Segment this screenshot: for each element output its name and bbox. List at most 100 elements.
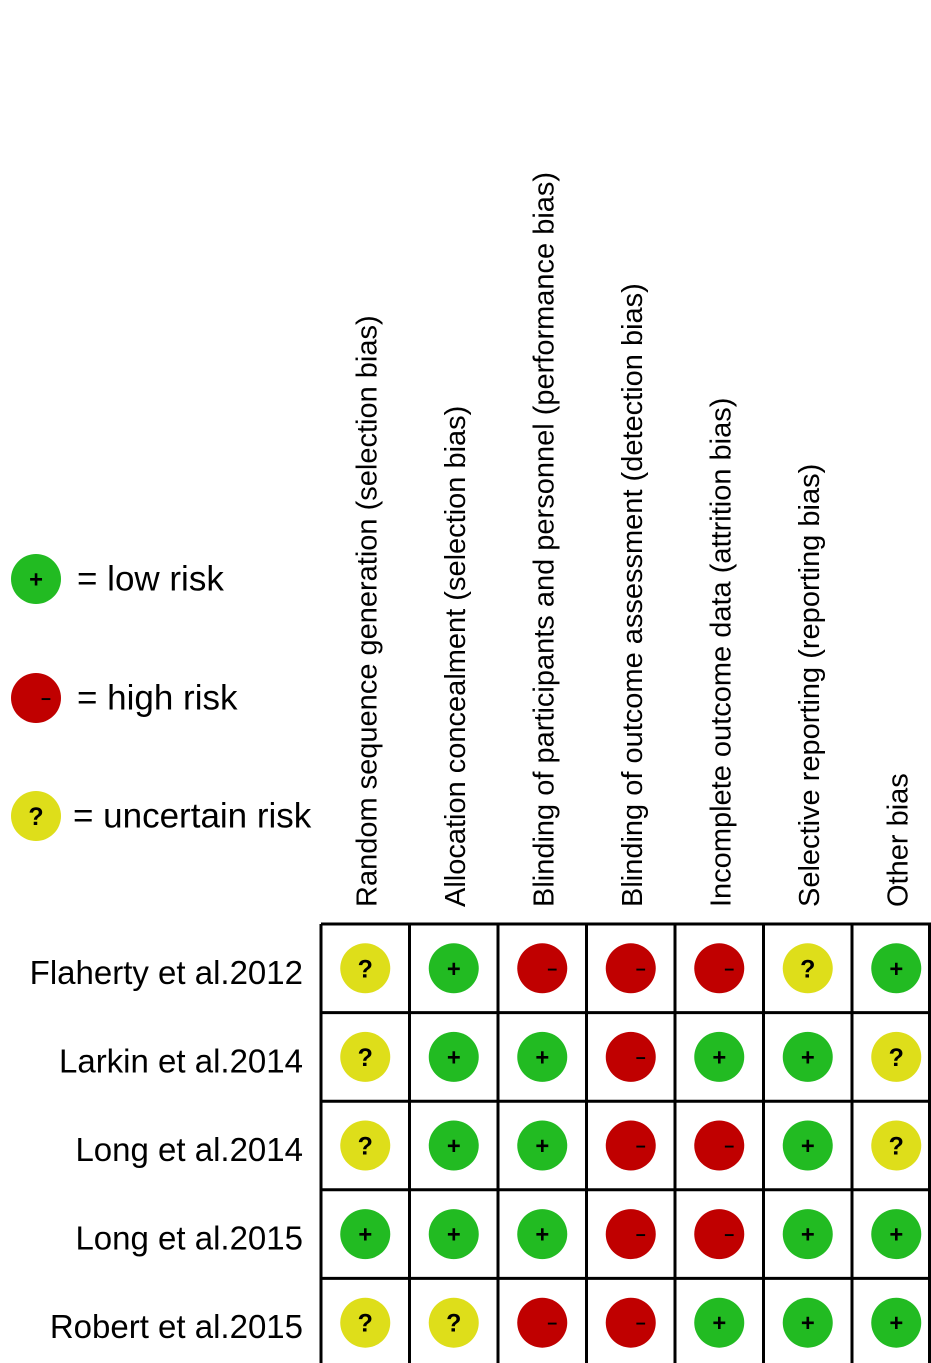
rating-cell: −	[694, 1120, 745, 1171]
column-header: Random sequence generation (selection bi…	[351, 315, 383, 907]
rating-cell: ?	[871, 1031, 922, 1082]
minus-icon: −	[724, 959, 734, 979]
plus-icon: +	[447, 956, 461, 983]
plus-icon: +	[447, 1044, 461, 1071]
legend: + = low risk − = high risk? = uncertain risk	[11, 554, 312, 841]
minus-icon: −	[547, 1314, 557, 1334]
legend-symbol-low: +	[11, 554, 61, 604]
rating-cell: +	[517, 1120, 568, 1171]
low-risk-circle	[428, 1031, 479, 1082]
high-risk-circle	[605, 1209, 656, 1260]
rating-cell: ?	[340, 1031, 391, 1082]
high-risk-circle	[11, 673, 61, 723]
plus-icon: +	[889, 1222, 903, 1249]
rating-cell: +	[428, 1031, 479, 1082]
plus-icon: +	[447, 1133, 461, 1160]
rating-cell: ?	[871, 1120, 922, 1171]
low-risk-circle	[694, 1031, 745, 1082]
column-header: Blinding of participants and personnel (…	[528, 172, 560, 907]
legend-symbol-high: −	[11, 673, 61, 723]
low-risk-circle	[782, 1209, 833, 1260]
low-risk-circle	[517, 1120, 568, 1171]
rating-cell: +	[428, 943, 479, 994]
rating-cell: −	[605, 1209, 656, 1260]
uncertain-risk-circle	[340, 1297, 391, 1348]
plus-icon: +	[358, 1222, 372, 1249]
high-risk-circle	[694, 943, 745, 994]
rating-cell: −	[694, 1209, 745, 1260]
minus-icon: −	[636, 1314, 646, 1334]
high-risk-circle	[605, 943, 656, 994]
low-risk-circle	[782, 1031, 833, 1082]
plus-icon: +	[29, 567, 43, 594]
rating-cell: −	[605, 943, 656, 994]
rating-cell: −	[517, 943, 568, 994]
legend-item-low: + = low risk	[11, 554, 224, 604]
plus-icon: +	[889, 956, 903, 983]
high-risk-circle	[605, 1031, 656, 1082]
question-icon: ?	[358, 1133, 373, 1161]
rating-cell: +	[782, 1031, 833, 1082]
rating-cell: +	[517, 1209, 568, 1260]
minus-icon: −	[636, 1137, 646, 1157]
rating-cell: +	[517, 1031, 568, 1082]
rating-cell: ?	[340, 943, 391, 994]
uncertain-risk-circle	[428, 1297, 479, 1348]
low-risk-circle	[871, 943, 922, 994]
low-risk-circle	[517, 1209, 568, 1260]
plus-icon: +	[889, 1310, 903, 1337]
minus-icon: −	[636, 1048, 646, 1068]
low-risk-circle	[428, 1120, 479, 1171]
rating-grid	[319, 922, 931, 1363]
rating-cell: −	[517, 1297, 568, 1348]
rating-cell: +	[694, 1297, 745, 1348]
rating-cell: ?	[340, 1120, 391, 1171]
plus-icon: +	[801, 1044, 815, 1071]
rating-cell: −	[605, 1120, 656, 1171]
low-risk-circle	[871, 1297, 922, 1348]
row-label: Long et al.2015	[75, 1220, 303, 1257]
rating-cell: −	[605, 1031, 656, 1082]
rating-cell: −	[605, 1297, 656, 1348]
question-icon: ?	[800, 955, 815, 983]
legend-label: = uncertain risk	[73, 797, 312, 836]
low-risk-circle	[340, 1209, 391, 1260]
high-risk-circle	[694, 1120, 745, 1171]
legend-item-high: − = high risk	[11, 673, 238, 723]
rating-cell: +	[871, 1209, 922, 1260]
uncertain-risk-circle	[871, 1031, 922, 1082]
rating-cells: ? + − − −? +? + + − + +?? + + − − + ? + + + − − + +?? − − + + +	[340, 943, 922, 1348]
high-risk-circle	[517, 1297, 568, 1348]
low-risk-circle	[782, 1120, 833, 1171]
low-risk-circle	[694, 1297, 745, 1348]
uncertain-risk-circle	[340, 1120, 391, 1171]
low-risk-circle	[428, 1209, 479, 1260]
column-header: Blinding of outcome assessment (detectio…	[617, 283, 649, 907]
plus-icon: +	[535, 1222, 549, 1249]
low-risk-circle	[871, 1209, 922, 1260]
legend-item-uncertain: ? = uncertain risk	[11, 791, 312, 841]
minus-icon: −	[724, 1137, 734, 1157]
rating-cell: +	[782, 1297, 833, 1348]
high-risk-circle	[605, 1297, 656, 1348]
low-risk-circle	[517, 1031, 568, 1082]
question-icon: ?	[28, 803, 43, 831]
question-icon: ?	[358, 1310, 373, 1338]
question-icon: ?	[358, 955, 373, 983]
plus-icon: +	[535, 1133, 549, 1160]
legend-label: = high risk	[77, 679, 238, 718]
rating-cell: +	[694, 1031, 745, 1082]
rating-cell: +	[782, 1209, 833, 1260]
question-icon: ?	[889, 1133, 904, 1161]
column-header: Selective reporting (reporting bias)	[794, 464, 826, 907]
legend-symbol-uncertain: ?	[11, 791, 61, 841]
rating-cell: +	[340, 1209, 391, 1260]
minus-icon: −	[636, 1225, 646, 1245]
row-label: Long et al.2014	[75, 1131, 303, 1168]
minus-icon: −	[547, 959, 557, 979]
uncertain-risk-circle	[340, 943, 391, 994]
minus-icon: −	[41, 689, 51, 709]
column-headers: Random sequence generation (selection bi…	[351, 172, 914, 907]
question-icon: ?	[446, 1310, 461, 1338]
